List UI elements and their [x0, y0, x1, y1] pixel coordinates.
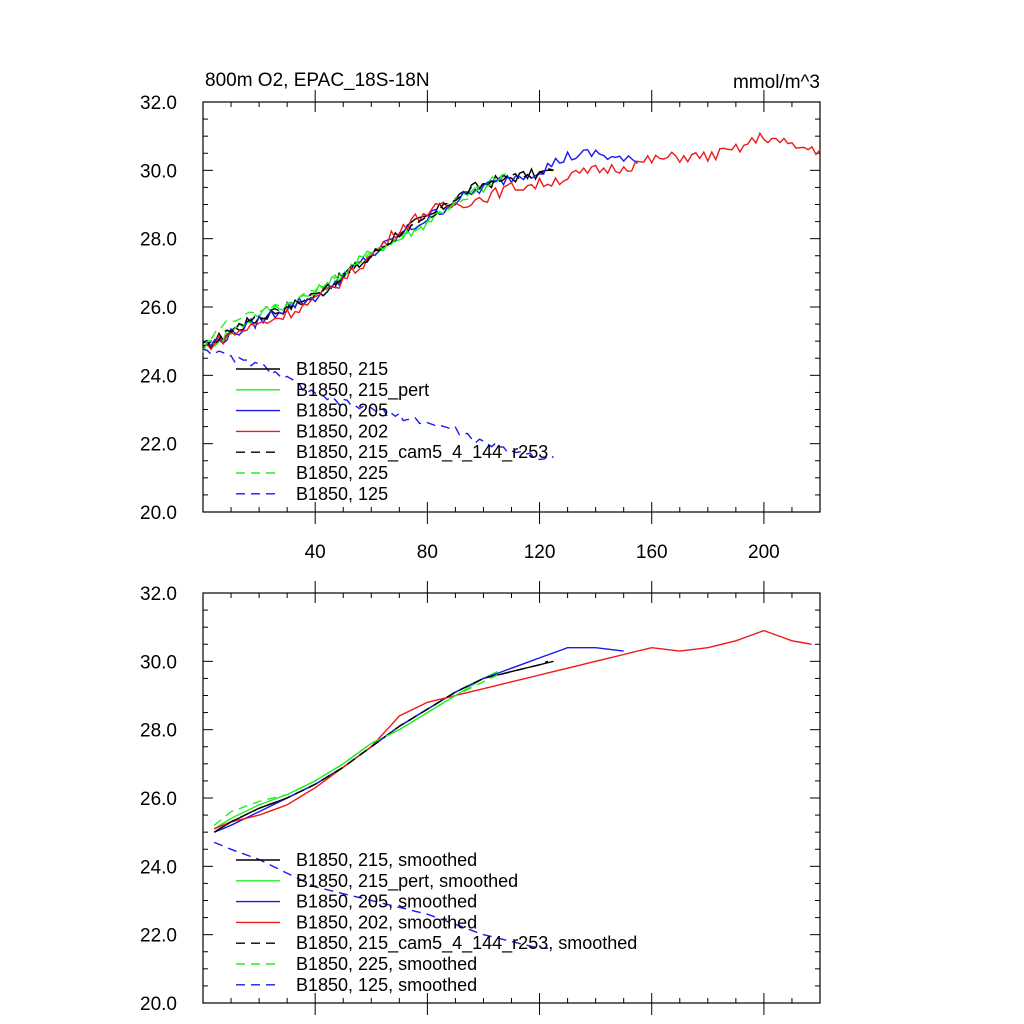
- y-tick-label: 26.0: [140, 789, 177, 810]
- bottom-series-line: [213, 674, 498, 826]
- y-tick-label: 22.0: [140, 926, 177, 947]
- y-tick-label: 32.0: [140, 584, 177, 605]
- x-tick-label: 120: [524, 542, 556, 563]
- y-tick-label: 28.0: [140, 230, 177, 251]
- legend-label: B1850, 205, smoothed: [296, 892, 477, 912]
- y-tick-label: 28.0: [140, 721, 177, 742]
- legend-label: B1850, 215, smoothed: [296, 850, 477, 870]
- y-tick-label: 24.0: [140, 857, 177, 878]
- y-tick-label: 22.0: [140, 435, 177, 456]
- legend-label: B1850, 215_cam5_4_144_r253, smoothed: [296, 933, 637, 954]
- y-tick-label: 20.0: [140, 994, 177, 1015]
- top-axis-ticks: 20.0 22.0 24.0 26.0 28.0 30.0 32.0 40 80 120 160 20…: [140, 90, 820, 563]
- y-tick-label: 24.0: [140, 366, 177, 387]
- y-tick-label: 26.0: [140, 298, 177, 319]
- y-tick-label: 32.0: [140, 93, 177, 114]
- bottom-series-group: [213, 629, 812, 949]
- legend-label: B1850, 225, smoothed: [296, 954, 477, 974]
- legend-label: B1850, 215: [296, 359, 388, 379]
- legend-label: B1850, 125: [296, 484, 388, 504]
- legend-label: B1850, 202, smoothed: [296, 912, 477, 932]
- top-series-line: [202, 348, 554, 461]
- x-tick-label: 160: [636, 542, 668, 563]
- legend-label: B1850, 225: [296, 463, 388, 483]
- top-series-line: [202, 176, 504, 352]
- top-series-group: [202, 131, 821, 461]
- y-tick-label: 20.0: [140, 503, 177, 524]
- bottom-series-line: [213, 841, 548, 949]
- bottom-series-line: [213, 647, 624, 833]
- top-series-line: [202, 148, 639, 351]
- bottom-series-line: [213, 629, 812, 830]
- top-plot-title: 800m O2, EPAC_18S-18N: [205, 70, 430, 91]
- bottom-series-line: [213, 660, 549, 833]
- bottom-series-line: [213, 660, 554, 833]
- x-tick-label: 200: [748, 542, 780, 563]
- bottom-axis-ticks: 20.0 22.0 24.0 26.0 28.0 30.0 32.0: [140, 581, 820, 1015]
- top-series-line: [202, 167, 554, 350]
- y-tick-label: 30.0: [140, 161, 177, 182]
- top-series-line: [202, 131, 821, 351]
- x-tick-label: 40: [305, 542, 326, 563]
- legend-label: B1850, 215_pert: [296, 380, 429, 401]
- legend-label: B1850, 215_pert, smoothed: [296, 871, 518, 892]
- legend-label: B1850, 125, smoothed: [296, 975, 477, 995]
- top-series-line: [202, 168, 554, 347]
- top-plot-units: mmol/m^3: [733, 72, 820, 93]
- legend-label: B1850, 205: [296, 401, 388, 421]
- x-tick-label: 80: [417, 542, 438, 563]
- y-tick-label: 30.0: [140, 652, 177, 673]
- legend-label: B1850, 215_cam5_4_144_r253: [296, 442, 548, 463]
- legend-label: B1850, 202: [296, 421, 388, 441]
